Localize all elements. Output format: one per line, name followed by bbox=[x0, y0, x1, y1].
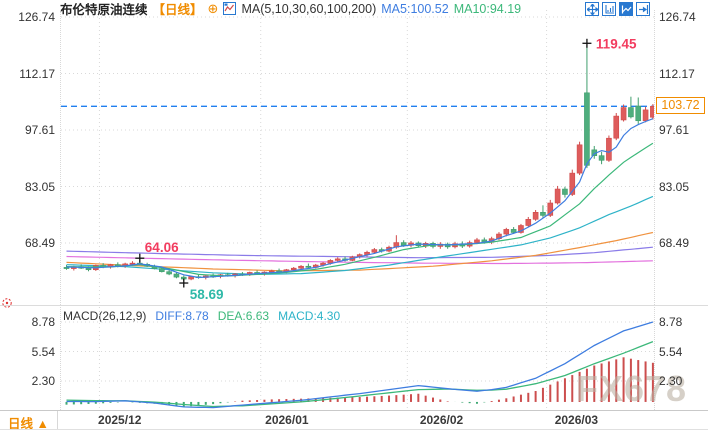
indicator-target-icon[interactable] bbox=[1, 296, 13, 308]
chart-style-icon[interactable] bbox=[619, 2, 633, 16]
ma-formula-label: MA(5,10,30,60,100,200) bbox=[241, 1, 377, 16]
dropdown-up-icon: ▲ bbox=[36, 417, 49, 430]
ma-line-ma5 bbox=[66, 118, 654, 279]
chart-header: 布伦特原油连续 【日线】 ⊕ MA(5,10,30,60,100,200) MA… bbox=[60, 0, 522, 18]
macd-histogram bbox=[65, 357, 654, 407]
y-axis-label: 8.78 bbox=[659, 315, 683, 329]
collapse-panel-icon[interactable] bbox=[636, 2, 650, 16]
macd-diff-label: DIFF:8.78 bbox=[155, 309, 209, 323]
y-axis-label: 126.74 bbox=[659, 10, 696, 24]
ma10-value-label: MA10:94.19 bbox=[453, 1, 522, 16]
macd-dea-line bbox=[66, 340, 654, 408]
macd-header: MACD(26,12,9) DIFF:8.78 DEA:6.63 MACD:4.… bbox=[63, 309, 340, 324]
y-axis-label: 126.74 bbox=[18, 10, 55, 24]
price-annotation: 119.45 bbox=[596, 36, 637, 51]
y-axis-label: 97.61 bbox=[659, 123, 690, 138]
candlestick-chart[interactable]: 64.06 58.69 119.45 bbox=[60, 10, 655, 305]
panel-divider bbox=[0, 305, 708, 306]
axis-range-icon[interactable] bbox=[602, 2, 616, 16]
chart-toolbar bbox=[585, 2, 650, 16]
date-label: 2025/12 bbox=[98, 413, 142, 427]
date-label: 2026/01 bbox=[265, 413, 309, 427]
macd-dea-label: DEA:6.63 bbox=[217, 309, 270, 323]
crosshair-pan-icon[interactable] bbox=[585, 2, 599, 16]
axis-divider bbox=[0, 410, 708, 411]
ma-line-ma200 bbox=[66, 255, 653, 265]
y-axis-label: 112.17 bbox=[19, 66, 55, 81]
macd-value-label: MACD:4.30 bbox=[278, 309, 341, 323]
date-label: 2026/02 bbox=[419, 413, 464, 427]
y-axis-label: 112.17 bbox=[659, 66, 695, 81]
period-tag[interactable]: 【日线】 bbox=[152, 3, 203, 17]
price-annotation: 64.06 bbox=[145, 240, 179, 255]
y-axis-label: 5.54 bbox=[31, 344, 55, 359]
y-axis-label: 97.61 bbox=[24, 123, 55, 138]
y-axis-label: 83.05 bbox=[24, 179, 55, 194]
macd-name-label: MACD(26,12,9) bbox=[63, 309, 147, 323]
timeline-bar: 日线 ▲ 2025/12 2026/01 2026/02 2026/03 bbox=[0, 411, 708, 430]
y-axis-label: 2.30 bbox=[31, 374, 55, 388]
current-price-box: 103.72 bbox=[656, 97, 705, 115]
y-axis-label: 5.54 bbox=[659, 344, 683, 359]
y-axis-label: 83.05 bbox=[659, 179, 690, 194]
bottom-separator bbox=[57, 411, 58, 429]
period-selector[interactable]: 日线 ▲ bbox=[8, 417, 49, 430]
y-axis-label: 8.78 bbox=[31, 315, 55, 329]
ma-line-ma60 bbox=[66, 231, 654, 272]
price-annotation: 58.69 bbox=[190, 287, 224, 302]
y-axis-label: 68.49 bbox=[24, 236, 55, 250]
ma5-value-label: MA5:100.52 bbox=[381, 1, 449, 16]
y-axis-label: 2.30 bbox=[659, 374, 683, 388]
add-indicator-icon[interactable]: ⊕ bbox=[207, 1, 219, 16]
symbol-title: 布伦特原油连续 bbox=[60, 3, 148, 17]
date-label: 2026/03 bbox=[554, 413, 599, 427]
y-axis-label: 68.49 bbox=[659, 236, 690, 250]
macd-chart[interactable] bbox=[60, 307, 655, 410]
macd-diff-line bbox=[66, 321, 654, 409]
indicator-settings-icon[interactable] bbox=[223, 2, 237, 15]
